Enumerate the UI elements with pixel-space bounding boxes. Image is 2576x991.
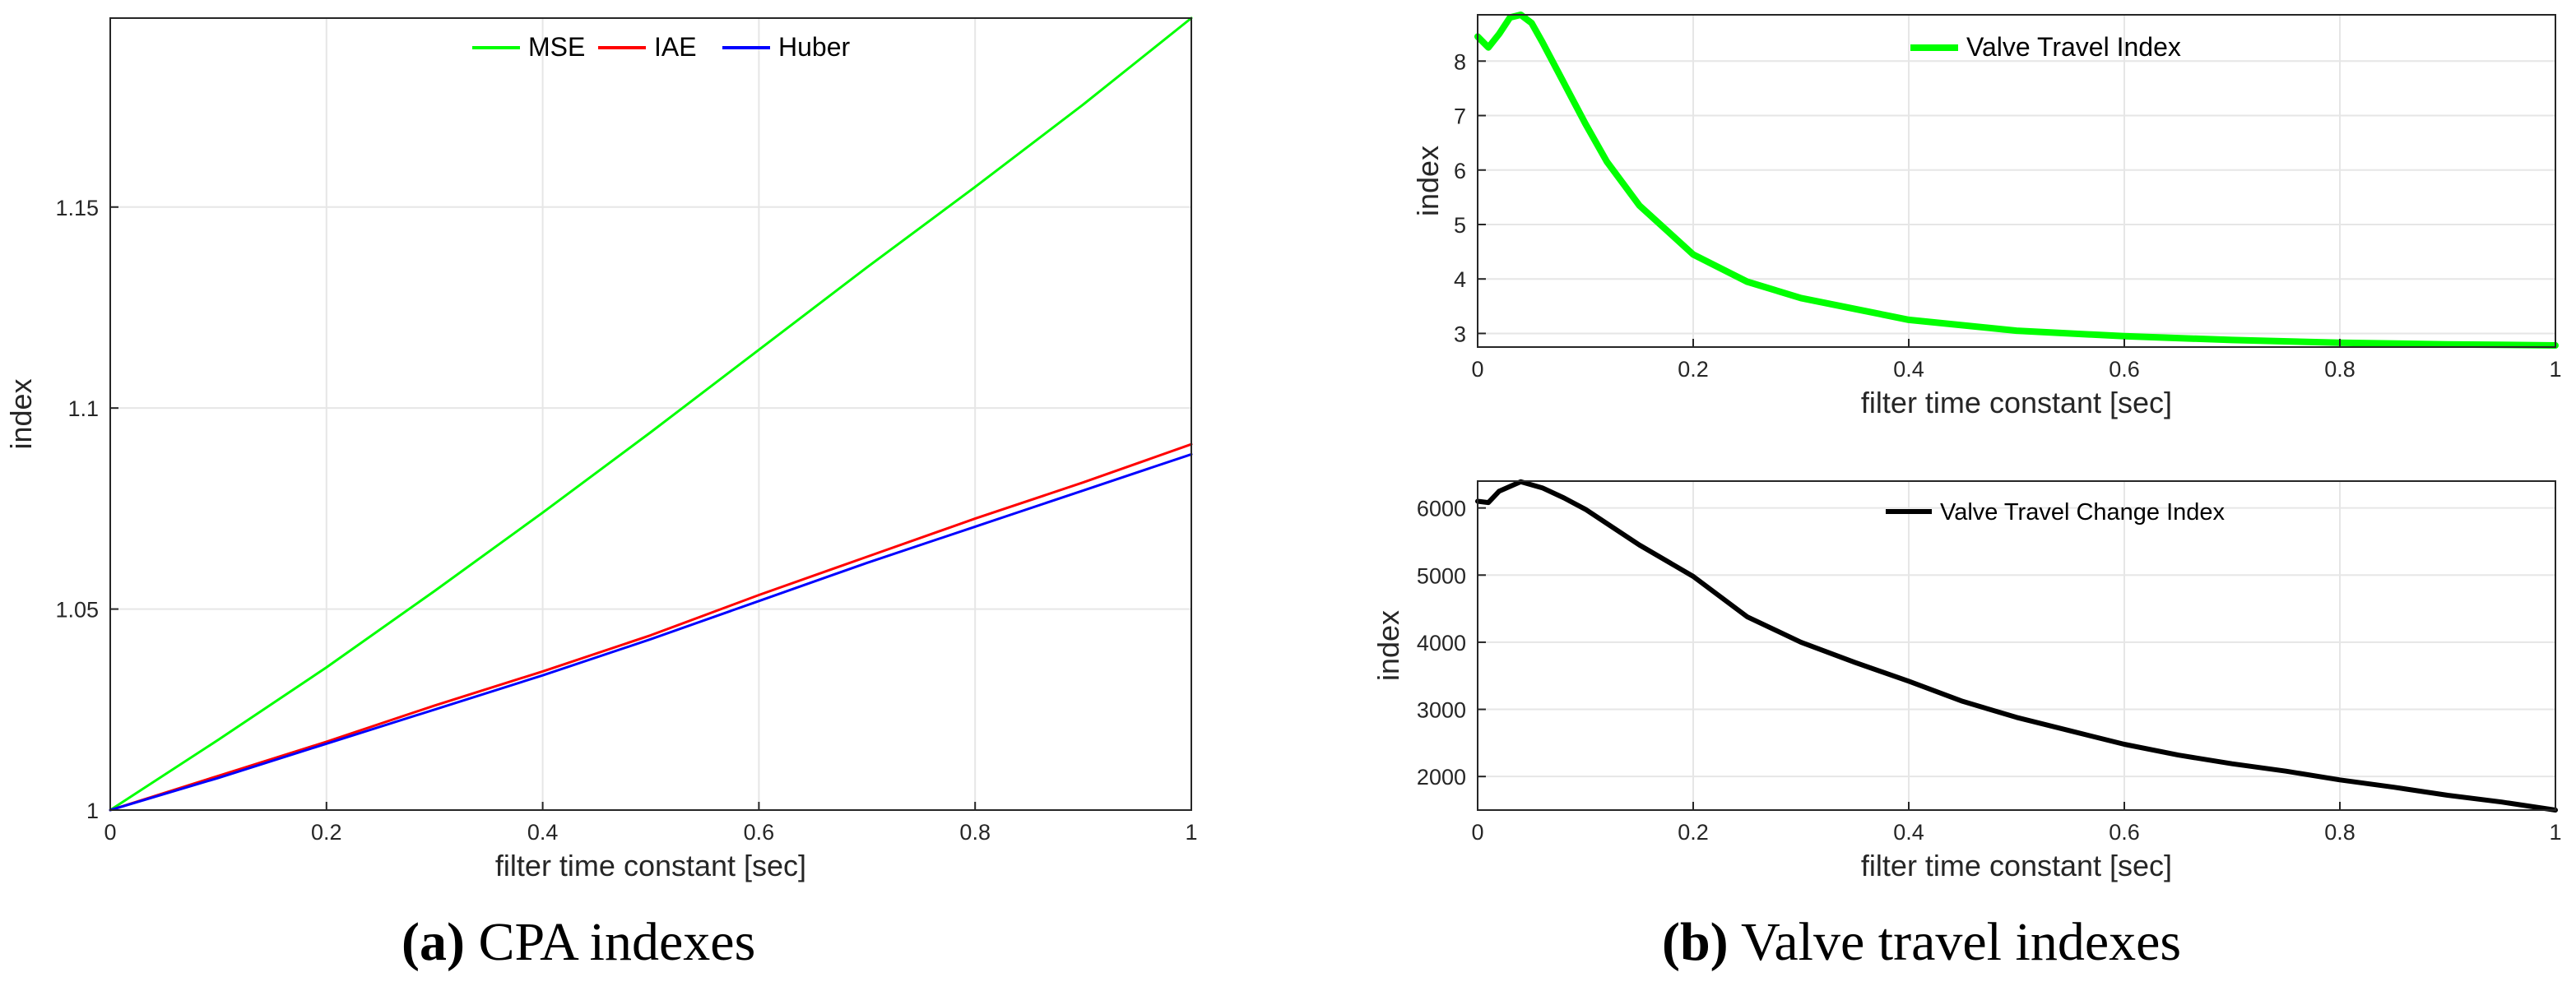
chart-valve-travel-change-index: 0 0.2 0.4 0.6 0.8 1 2000 3000 4000 5000 6000 filter… xyxy=(1372,479,2562,882)
chart-valve-travel-index: 0 0.2 0.4 0.6 0.8 1 3 4 5 6 7 8 filter time constant… xyxy=(1411,12,2562,419)
x-tick-label: 0.8 xyxy=(2324,357,2356,382)
x-tick-label: 0.6 xyxy=(2109,357,2140,382)
series-line-valve-travel-index xyxy=(1474,12,2559,349)
y-tick-label: 1.15 xyxy=(55,196,99,220)
legend-label-valve-travel-index: Valve Travel Index xyxy=(1966,32,2181,62)
y-tick-label: 5 xyxy=(1454,213,1466,238)
caption-cpa-indexes: (a) CPA indexes xyxy=(401,912,756,972)
x-axis-label: filter time constant [sec] xyxy=(495,849,806,882)
series-line-mse xyxy=(109,16,1193,812)
x-tick-label: 0.6 xyxy=(2109,820,2140,845)
x-tick-label: 0 xyxy=(104,820,116,845)
y-tick-label: 1.05 xyxy=(55,598,99,623)
x-tick-label: 1 xyxy=(2549,820,2561,845)
x-tick-label: 0.4 xyxy=(527,820,559,845)
y-tick-label: 3000 xyxy=(1417,698,1466,723)
x-tick-label: 1 xyxy=(2549,357,2561,382)
legend-label-iae: IAE xyxy=(654,32,697,62)
legend: Valve Travel Index xyxy=(1910,32,2181,62)
plot-area xyxy=(110,18,1191,810)
y-tick-label: 2000 xyxy=(1417,765,1466,790)
x-axis-label: filter time constant [sec] xyxy=(1861,849,2172,882)
x-tick-label: 0.6 xyxy=(744,820,775,845)
legend: MSE IAE Huber xyxy=(472,32,851,62)
y-tick-label: 6000 xyxy=(1417,497,1466,521)
axes-box xyxy=(109,17,1192,811)
legend-label-huber: Huber xyxy=(778,32,851,62)
axes-box xyxy=(1477,480,2556,811)
y-axis-label: index xyxy=(1372,610,1405,681)
plot-area xyxy=(1478,15,2555,347)
plot-area xyxy=(1478,481,2555,810)
legend-label-valve-travel-change-index: Valve Travel Change Index xyxy=(1940,499,2226,526)
x-axis-label: filter time constant [sec] xyxy=(1861,386,2172,419)
series-line-huber xyxy=(109,452,1193,812)
y-tick-label: 5000 xyxy=(1417,563,1466,588)
x-tick-label: 0.2 xyxy=(1678,820,1709,845)
x-tick-label: 0.4 xyxy=(1893,357,1924,382)
y-tick-label: 3 xyxy=(1454,322,1466,346)
chart-cpa-indexes: 0 0.2 0.4 0.6 0.8 1 1 1.05 1.1 1.15 filter time co… xyxy=(4,16,1198,882)
y-tick-label: 4 xyxy=(1454,267,1466,292)
x-tick-label: 1 xyxy=(1185,820,1197,845)
series-line-valve-travel-change-index xyxy=(1475,479,2558,813)
y-axis-label: index xyxy=(4,378,38,449)
x-tick-label: 0 xyxy=(1471,357,1483,382)
y-tick-label: 7 xyxy=(1454,104,1466,129)
x-tick-label: 0.8 xyxy=(959,820,991,845)
x-tick-label: 0.2 xyxy=(311,820,342,845)
caption-valve-travel-indexes: (b) Valve travel indexes xyxy=(1662,912,2182,972)
series-line-iae xyxy=(109,442,1193,812)
x-tick-label: 0.2 xyxy=(1678,357,1709,382)
legend: Valve Travel Change Index xyxy=(1886,499,2226,526)
y-axis-label: index xyxy=(1411,146,1445,216)
y-tick-label: 8 xyxy=(1454,49,1466,74)
x-tick-label: 0 xyxy=(1471,820,1483,845)
y-tick-label: 1 xyxy=(86,799,99,823)
y-tick-label: 6 xyxy=(1454,159,1466,183)
axes-box xyxy=(1477,14,2556,348)
y-tick-label: 1.1 xyxy=(67,396,99,421)
x-tick-label: 0.8 xyxy=(2324,820,2356,845)
y-tick-label: 4000 xyxy=(1417,631,1466,655)
x-tick-label: 0.4 xyxy=(1893,820,1924,845)
legend-label-mse: MSE xyxy=(528,32,585,62)
